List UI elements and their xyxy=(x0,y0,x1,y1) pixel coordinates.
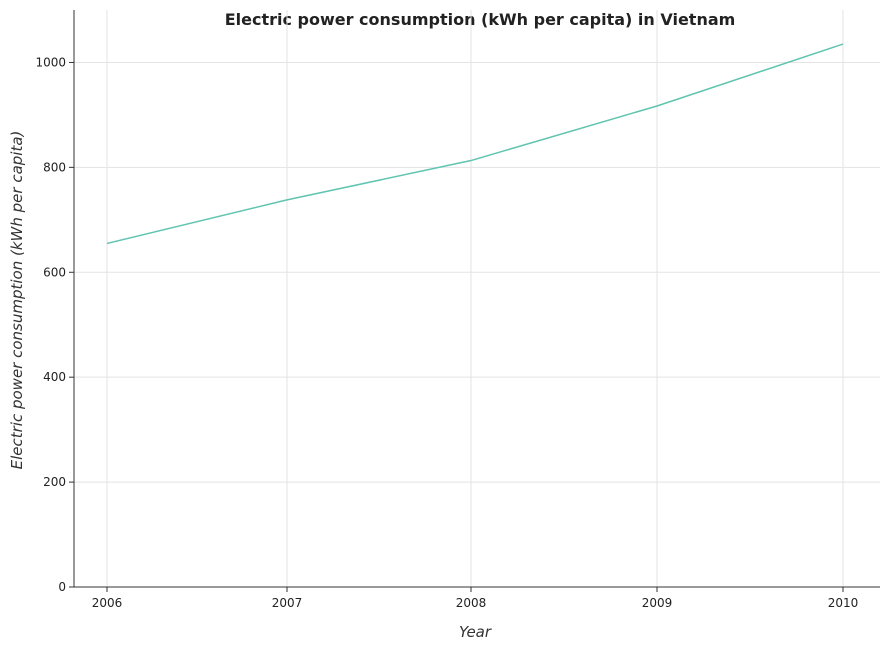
x-tick-label: 2008 xyxy=(456,596,487,610)
axes xyxy=(73,10,880,588)
y-tick-label: 400 xyxy=(43,370,66,384)
y-tick-label: 600 xyxy=(43,265,66,279)
y-tick-label: 1000 xyxy=(35,55,66,69)
x-tick-label: 2010 xyxy=(828,596,859,610)
x-tick-label: 2006 xyxy=(92,596,123,610)
series-line xyxy=(106,43,844,245)
y-tick-label: 200 xyxy=(43,475,66,489)
y-tick-label: 800 xyxy=(43,160,66,174)
x-tick-label: 2007 xyxy=(272,596,303,610)
x-axis-ticks: 2006 2007 2008 2009 2010 xyxy=(92,587,859,610)
y-axis-ticks: 0 200 400 600 800 1000 xyxy=(35,55,74,594)
x-tick-label: 2009 xyxy=(642,596,673,610)
y-axis-label: Electric power consumption (kWh per capi… xyxy=(8,131,26,470)
chart-title: Electric power consumption (kWh per capi… xyxy=(225,10,736,29)
grid-lines xyxy=(74,10,880,588)
x-axis-label: Year xyxy=(459,623,492,641)
series-group xyxy=(106,43,844,245)
y-tick-label: 0 xyxy=(58,580,66,594)
